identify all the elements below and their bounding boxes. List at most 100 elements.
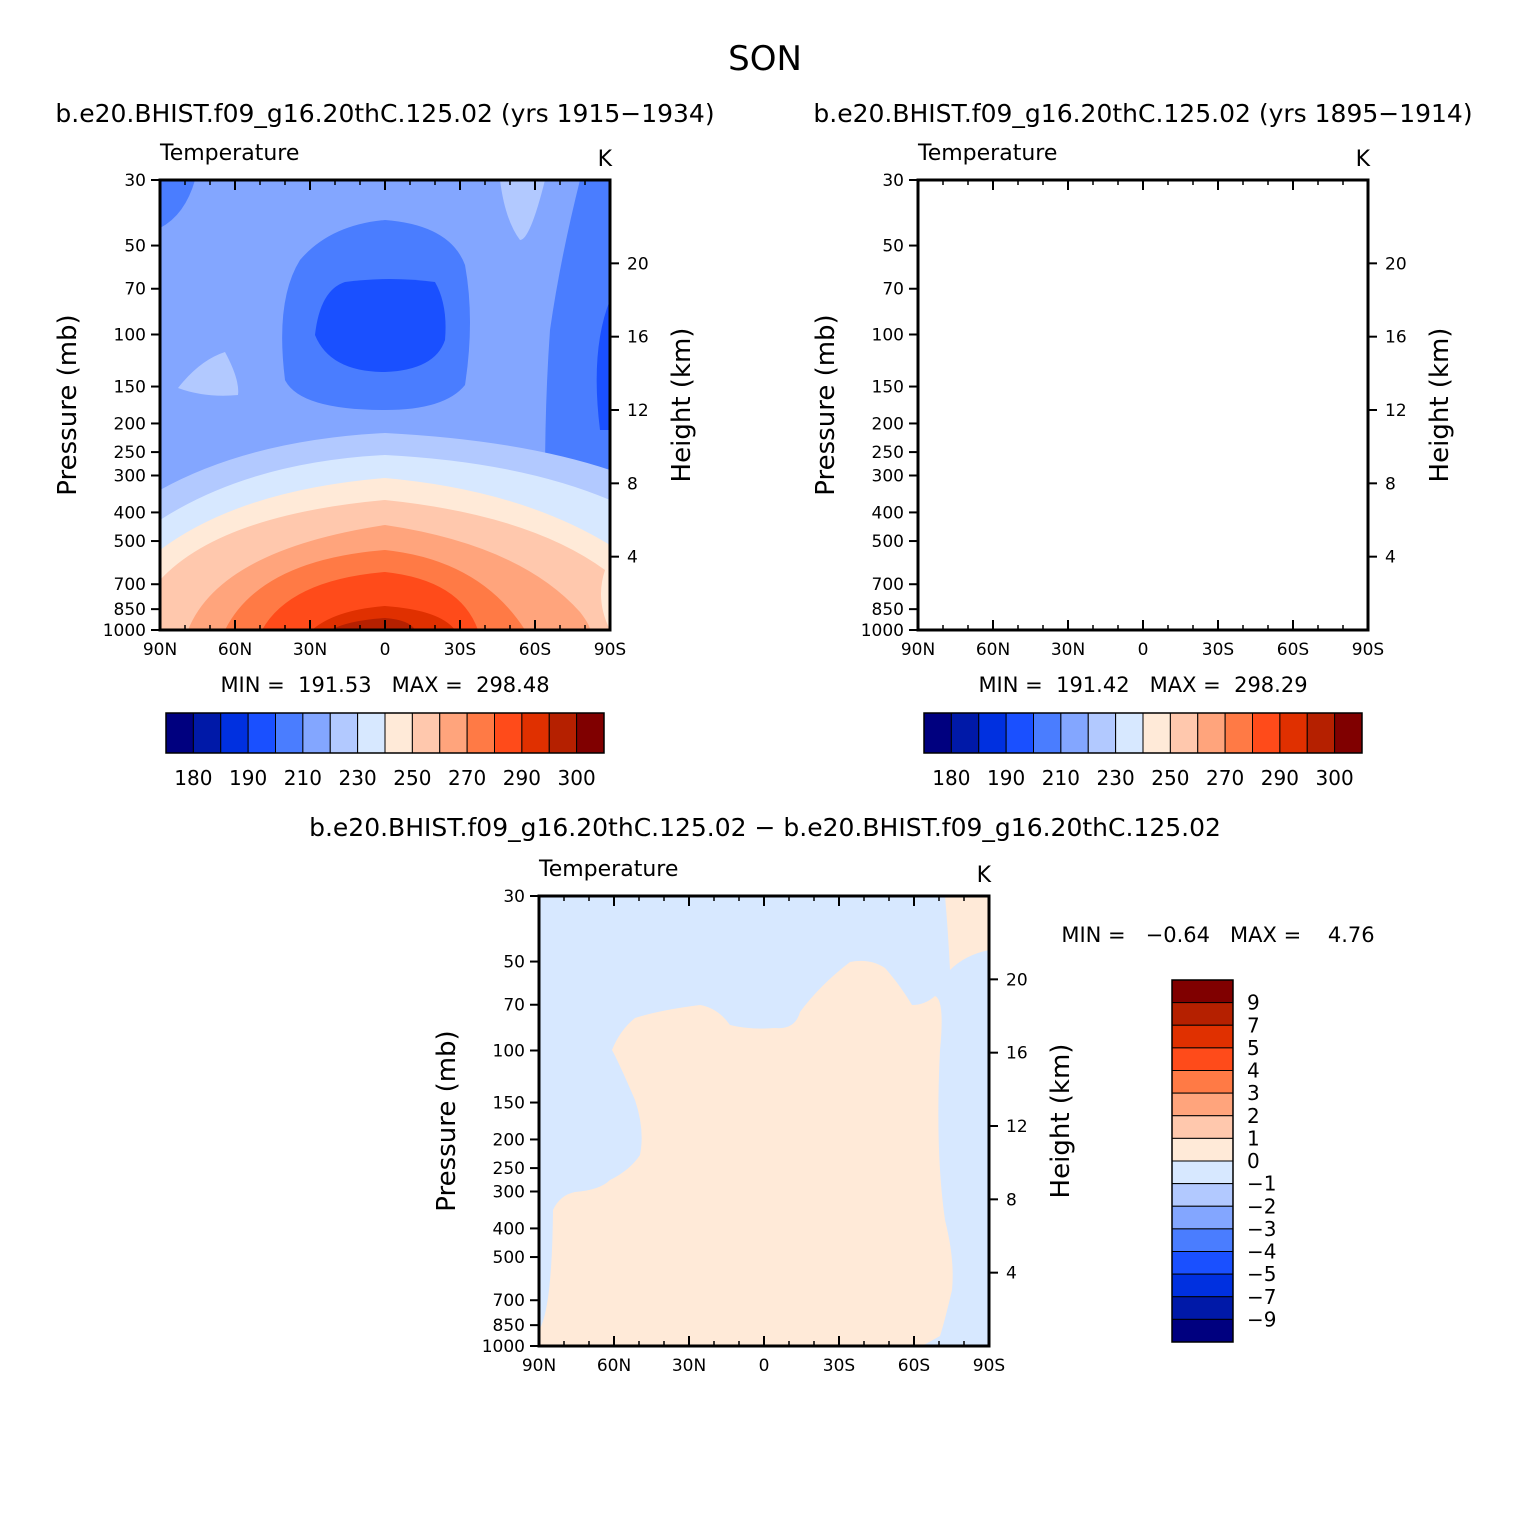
colorbar-swatch (923, 712, 952, 754)
colorbar-label: 290 (503, 766, 541, 790)
pressure-tick-label: 70 (882, 280, 904, 300)
pressure-tick-label: 250 (114, 443, 146, 463)
colorbar-label: −9 (1247, 1307, 1276, 1331)
panel-1: b.e20.BHIST.f09_g16.20thC.125.02 (yrs 19… (53, 99, 715, 790)
colorbar-swatch (1279, 712, 1308, 754)
panel-1-colorbar: 180 190 210 230 250 270 290 300 (165, 712, 605, 790)
height-tick-label: 12 (1385, 401, 1407, 421)
height-tick-label: 4 (1006, 1264, 1017, 1284)
panel-3-height-ticks: 4 8 12 16 20 (989, 970, 1028, 1284)
colorbar-label: 230 (339, 766, 377, 790)
colorbar-swatch (548, 712, 578, 754)
latitude-tick-label: 90N (522, 1356, 556, 1376)
pressure-tick-label: 300 (114, 466, 146, 486)
colorbar-swatch (1171, 1205, 1234, 1230)
latitude-tick-label: 90N (143, 640, 177, 660)
pressure-tick-label: 250 (493, 1159, 525, 1179)
height-tick-label: 8 (627, 474, 638, 494)
panel-2: b.e20.BHIST.f09_g16.20thC.125.02 (yrs 18… (811, 99, 1473, 790)
colorbar-swatch (1171, 1092, 1234, 1117)
colorbar-swatch (1171, 1296, 1234, 1320)
panel-2-x-ticks: 90N 60N 30N 0 30S 60S 90S (901, 180, 1384, 660)
colorbar-swatch (192, 712, 222, 754)
latitude-tick-label: 60S (1277, 640, 1309, 660)
colorbar-label: 210 (1042, 766, 1080, 790)
pressure-tick-label: 1000 (482, 1337, 525, 1357)
colorbar-label: 4 (1247, 1059, 1260, 1083)
pressure-tick-label: 100 (493, 1042, 525, 1062)
panel-2-height-ticks: 4 8 12 16 20 (1368, 254, 1407, 568)
height-tick-label: 8 (1385, 474, 1396, 494)
panel-3: b.e20.BHIST.f09_g16.20thC.125.02 − b.e20… (309, 813, 1375, 1376)
colorbar-swatch (1060, 712, 1089, 754)
colorbar-frame (165, 712, 605, 754)
latitude-tick-label: 90S (1352, 640, 1384, 660)
panel-1-height-axis-label: Height (km) (667, 328, 697, 483)
pressure-tick-label: 200 (114, 414, 146, 434)
colorbar-swatch (275, 712, 304, 754)
pressure-tick-label: 50 (124, 237, 146, 257)
pressure-tick-label: 30 (882, 171, 904, 191)
pressure-tick-label: 200 (872, 414, 904, 434)
pressure-tick-label: 300 (872, 466, 904, 486)
height-tick-label: 16 (1006, 1044, 1028, 1064)
latitude-tick-label: 60S (898, 1356, 930, 1376)
colorbar-label: 300 (1316, 766, 1354, 790)
panel-2-title: b.e20.BHIST.f09_g16.20thC.125.02 (yrs 18… (813, 99, 1472, 128)
panel-2-pressure-axis-label: Pressure (mb) (811, 314, 841, 495)
colorbar-swatch (1171, 1183, 1234, 1207)
panel-1-title: b.e20.BHIST.f09_g16.20thC.125.02 (yrs 19… (55, 99, 714, 128)
latitude-tick-label: 60N (218, 640, 252, 660)
colorbar-label: −5 (1247, 1262, 1276, 1286)
colorbar-label: 0 (1247, 1149, 1260, 1173)
panel-3-units: K (977, 863, 992, 888)
colorbar-swatch (1171, 1024, 1234, 1049)
height-tick-label: 16 (1385, 328, 1407, 348)
colorbar-frame (923, 712, 1363, 754)
panel-3-title: b.e20.BHIST.f09_g16.20thC.125.02 − b.e20… (309, 813, 1221, 842)
colorbar-label: 210 (284, 766, 322, 790)
height-tick-label: 16 (627, 328, 649, 348)
colorbar-swatch (1171, 1047, 1234, 1071)
colorbar-swatch (1252, 712, 1281, 754)
pressure-tick-label: 500 (872, 532, 904, 552)
pressure-tick-label: 700 (872, 575, 904, 595)
colorbar-swatch (1171, 1115, 1234, 1139)
pressure-tick-label: 500 (114, 532, 146, 552)
colorbar-label: 1 (1247, 1126, 1260, 1150)
panel-1-units: K (598, 147, 613, 172)
colorbar-label: 270 (448, 766, 486, 790)
colorbar-label: 190 (987, 766, 1025, 790)
pressure-tick-label: 200 (493, 1130, 525, 1150)
colorbar-swatch (1142, 712, 1171, 754)
panel-2-min-max: MIN = 191.42 MAX = 298.29 (978, 673, 1307, 697)
panel-1-pressure-axis-label: Pressure (mb) (53, 314, 83, 495)
pressure-tick-label: 70 (124, 280, 146, 300)
panel-2-height-axis-label: Height (km) (1425, 328, 1455, 483)
height-tick-label: 4 (1385, 548, 1396, 568)
latitude-tick-label: 30S (1202, 640, 1234, 660)
pressure-tick-label: 100 (872, 326, 904, 346)
colorbar-frame (1171, 979, 1234, 1343)
latitude-tick-label: 0 (1138, 640, 1149, 660)
colorbar-swatch (411, 712, 441, 754)
colorbar-label: 180 (174, 766, 212, 790)
colorbar-swatch (1197, 712, 1226, 754)
figure-title: SON (728, 39, 802, 79)
pressure-tick-label: 50 (882, 237, 904, 257)
pressure-tick-label: 70 (503, 996, 525, 1016)
pressure-tick-label: 50 (503, 953, 525, 973)
panel-1-height-ticks: 4 8 12 16 20 (610, 254, 649, 568)
colorbar-swatch (576, 712, 605, 754)
colorbar-swatch (302, 712, 331, 754)
colorbar-label: 2 (1247, 1104, 1260, 1128)
pressure-tick-label: 30 (503, 887, 525, 907)
latitude-tick-label: 60N (597, 1356, 631, 1376)
latitude-tick-label: 90S (594, 640, 626, 660)
pressure-tick-label: 700 (114, 575, 146, 595)
colorbar-swatch (220, 712, 249, 754)
latitude-tick-label: 30N (672, 1356, 706, 1376)
